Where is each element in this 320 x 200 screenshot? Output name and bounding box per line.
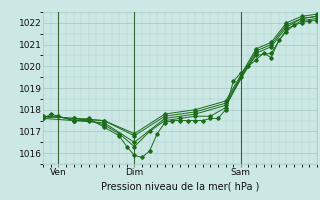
X-axis label: Pression niveau de la mer( hPa ): Pression niveau de la mer( hPa ) <box>101 181 259 191</box>
